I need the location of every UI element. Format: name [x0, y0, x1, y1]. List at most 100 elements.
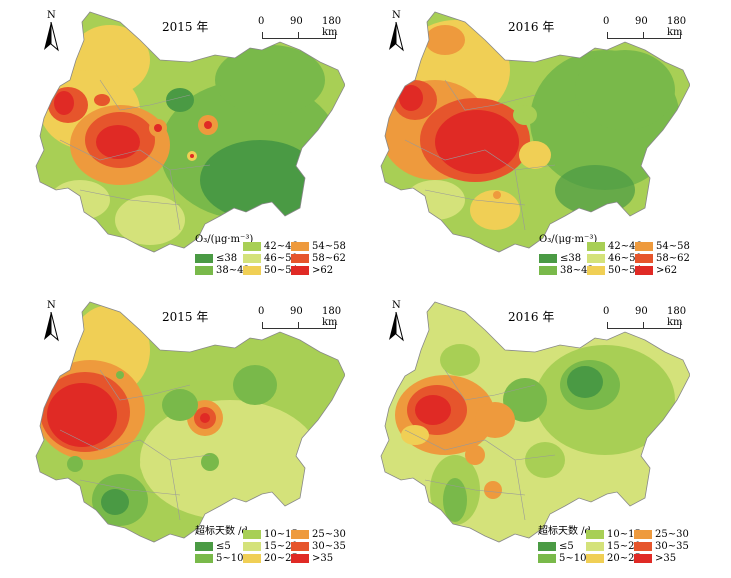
- contour-zone: [435, 110, 519, 174]
- legend-swatch: [635, 242, 653, 251]
- legend-swatch: [291, 554, 309, 563]
- legend-label: 10~15: [264, 529, 298, 540]
- legend-item: >35: [291, 554, 333, 564]
- legend-label: 5~10: [559, 553, 587, 564]
- legend: O₃/(μg·m⁻³) ≤38 38~42 42~46 46~50 50~54 54~58…: [195, 234, 346, 284]
- legend-label: 25~30: [655, 529, 689, 540]
- contour-zone: [575, 50, 675, 130]
- admin-boundaries: [59, 79, 211, 231]
- legend-item: 50~54: [587, 266, 642, 276]
- legend-label: 50~54: [608, 265, 642, 276]
- scale-label-0: 0: [258, 306, 265, 317]
- scale-bar: 0 90 180 km: [258, 306, 344, 332]
- legend-label: ≤5: [559, 541, 574, 552]
- north-arrow: N: [389, 300, 409, 344]
- north-label: N: [392, 300, 401, 311]
- north-label: N: [392, 10, 401, 21]
- legend-item: 54~58: [635, 242, 690, 252]
- legend-item: 50~54: [243, 266, 298, 276]
- legend-swatch: [291, 266, 309, 275]
- contour-zone: [519, 141, 551, 169]
- scale-label-180: 180 km: [667, 16, 687, 38]
- north-arrow-icon: [389, 312, 404, 342]
- scale-bar: 0 90 180 km: [258, 16, 344, 42]
- year-title: 2016 年: [508, 310, 555, 324]
- legend: 超标天数 /d ≤5 5~10 10~15 15~20 20~25 25~30 30~35 >…: [195, 522, 346, 574]
- legend-swatch: [586, 554, 604, 563]
- legend-item: 38~42: [539, 266, 594, 276]
- contour-zone: [54, 91, 74, 115]
- contour-zone: [101, 489, 129, 515]
- legend-swatch: [195, 254, 213, 263]
- legend-label: 58~62: [656, 253, 690, 264]
- map-days-2015: [35, 301, 345, 543]
- legend-item: >62: [635, 266, 677, 276]
- legend-swatch: [243, 266, 261, 275]
- legend-swatch: [195, 266, 213, 275]
- scale-label-90: 90: [290, 306, 303, 317]
- contour-zone: [204, 121, 212, 129]
- scale-bar: 0 90 180 km: [603, 16, 689, 42]
- admin-boundaries: [59, 369, 211, 521]
- legend: 超标天数 /d ≤5 5~10 10~15 15~20 20~25 25~30 30~35 >…: [538, 522, 689, 574]
- contour-zone: [190, 154, 194, 158]
- legend-swatch: [243, 242, 261, 251]
- scale-label-180: 180 km: [322, 306, 342, 328]
- legend-label: 50~54: [264, 265, 298, 276]
- contour-zone: [405, 180, 465, 220]
- contour-zone: [47, 383, 117, 447]
- year-title: 2015 年: [162, 310, 209, 324]
- legend-swatch: [635, 266, 653, 275]
- contour-zone: [50, 180, 110, 220]
- legend-label: >62: [656, 265, 678, 276]
- legend-swatch: [634, 542, 652, 551]
- legend-label: >62: [312, 265, 334, 276]
- contour-zone: [96, 125, 140, 159]
- legend-item: 46~50: [243, 254, 298, 264]
- north-arrow: N: [44, 10, 64, 54]
- legend-swatch: [539, 266, 557, 275]
- legend-item: 20~25: [243, 554, 298, 564]
- legend-label: ≤38: [216, 253, 238, 264]
- map-panel-o3-2016: 2016 年 N 0 90 180 km O₃/(μg·m⁻³) ≤38 38~4…: [345, 0, 690, 284]
- legend-item: 38~42: [195, 266, 250, 276]
- legend-item: 25~30: [634, 530, 689, 540]
- scale-label-90: 90: [635, 16, 648, 27]
- contour-zone: [493, 191, 501, 199]
- legend-swatch: [243, 530, 261, 539]
- legend-label: 42~46: [608, 241, 642, 252]
- legend-item: ≤5: [538, 542, 574, 552]
- legend: O₃/(μg·m⁻³) ≤38 38~42 42~46 46~50 50~54 54~58…: [539, 234, 690, 284]
- admin-boundaries: [404, 369, 556, 521]
- legend-item: 42~46: [587, 242, 642, 252]
- contour-zone: [443, 478, 467, 522]
- contour-zone: [503, 378, 547, 422]
- contour-zone: [200, 140, 320, 220]
- legend-label: 42~46: [264, 241, 298, 252]
- contour-zone: [140, 455, 160, 475]
- legend-swatch: [243, 554, 261, 563]
- legend-item: 5~10: [538, 554, 586, 564]
- contour-zone: [425, 25, 465, 55]
- north-arrow-icon: [44, 22, 59, 52]
- legend-item: 5~10: [195, 554, 243, 564]
- legend-item: ≤5: [195, 542, 231, 552]
- legend-label: 10~15: [607, 529, 641, 540]
- contour-zone: [465, 445, 485, 465]
- legend-swatch: [587, 254, 605, 263]
- contour-zone: [233, 365, 277, 405]
- legend-label: ≤38: [560, 253, 582, 264]
- scale-label-0: 0: [603, 16, 610, 27]
- scale-label-180: 180 km: [322, 16, 342, 38]
- north-arrow: N: [389, 10, 409, 54]
- admin-boundaries: [404, 79, 556, 231]
- contour-zone: [567, 366, 603, 398]
- scale-label-90: 90: [290, 16, 303, 27]
- contour-zone: [484, 481, 502, 499]
- contour-zone: [166, 88, 194, 112]
- contour-zone: [525, 442, 565, 478]
- legend-swatch: [291, 530, 309, 539]
- legend-item: ≤38: [195, 254, 237, 264]
- legend-label: 15~20: [607, 541, 641, 552]
- map-o3-2016: [380, 11, 690, 253]
